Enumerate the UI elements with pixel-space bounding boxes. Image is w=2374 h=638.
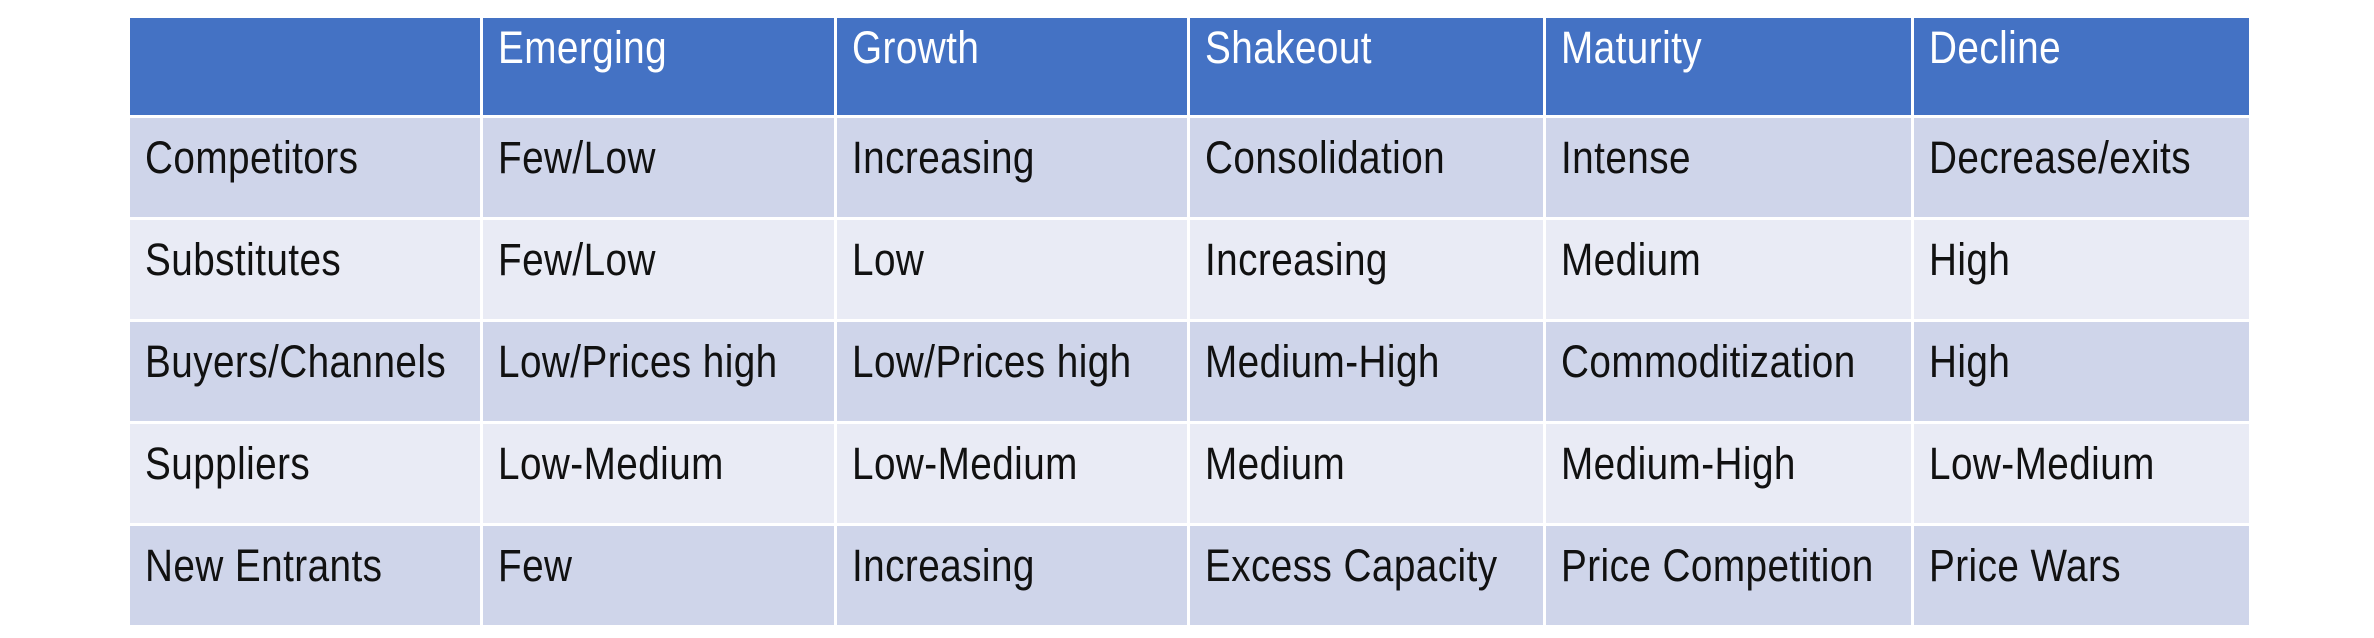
header-cell-label: Maturity: [1561, 22, 1703, 73]
row-label: Buyers/Channels: [145, 336, 447, 387]
header-cell-label: Growth: [852, 22, 980, 73]
table-row: New Entrants Few Increasing Excess Capac…: [127, 523, 2252, 628]
row-label-cell: Substitutes: [127, 217, 483, 322]
header-cell-label: Shakeout: [1205, 22, 1372, 73]
cell-text: Increasing: [852, 132, 1035, 183]
row-label: Suppliers: [145, 438, 311, 489]
table-cell: Few/Low: [480, 217, 837, 322]
header-cell-maturity: Maturity: [1543, 15, 1914, 118]
table-cell: Low/Prices high: [834, 319, 1190, 424]
table-cell: Increasing: [1187, 217, 1546, 322]
table-cell: Consolidation: [1187, 115, 1546, 220]
industry-lifecycle-table: Emerging Growth Shakeout Maturity Declin…: [127, 15, 2252, 628]
cell-text: Price Competition: [1561, 540, 1874, 591]
table-cell: Medium: [1187, 421, 1546, 526]
table-cell: Price Competition: [1543, 523, 1914, 628]
header-cell-label: Decline: [1929, 22, 2062, 73]
table-header-row: Emerging Growth Shakeout Maturity Declin…: [127, 15, 2252, 118]
header-cell-decline: Decline: [1911, 15, 2252, 118]
table-cell: High: [1911, 217, 2252, 322]
cell-text: Medium: [1561, 234, 1702, 285]
cell-text: Few/Low: [498, 234, 656, 285]
cell-text: Few: [498, 540, 573, 591]
table-cell: Few: [480, 523, 837, 628]
cell-text: High: [1929, 336, 2011, 387]
header-cell-growth: Growth: [834, 15, 1190, 118]
cell-text: Increasing: [1205, 234, 1388, 285]
table-cell: Increasing: [834, 523, 1190, 628]
table-cell: High: [1911, 319, 2252, 424]
header-cell-shakeout: Shakeout: [1187, 15, 1546, 118]
row-label-cell: Suppliers: [127, 421, 483, 526]
table-cell: Excess Capacity: [1187, 523, 1546, 628]
table-cell: Commoditization: [1543, 319, 1914, 424]
row-label: New Entrants: [145, 540, 383, 591]
table-cell: Low: [834, 217, 1190, 322]
cell-text: Low: [852, 234, 925, 285]
table-cell: Low-Medium: [834, 421, 1190, 526]
cell-text: Low-Medium: [1929, 438, 2155, 489]
table-cell: Decrease/exits: [1911, 115, 2252, 220]
cell-text: High: [1929, 234, 2011, 285]
cell-text: Commoditization: [1561, 336, 1856, 387]
row-label-cell: Competitors: [127, 115, 483, 220]
table-cell: Medium-High: [1543, 421, 1914, 526]
cell-text: Low/Prices high: [498, 336, 778, 387]
cell-text: Medium-High: [1561, 438, 1796, 489]
table-cell: Medium: [1543, 217, 1914, 322]
cell-text: Few/Low: [498, 132, 656, 183]
table-cell: Price Wars: [1911, 523, 2252, 628]
header-cell-emerging: Emerging: [480, 15, 837, 118]
cell-text: Medium: [1205, 438, 1346, 489]
header-cell-label: Emerging: [498, 22, 668, 73]
cell-text: Consolidation: [1205, 132, 1446, 183]
industry-lifecycle-table-container: Emerging Growth Shakeout Maturity Declin…: [127, 15, 2252, 628]
table-cell: Increasing: [834, 115, 1190, 220]
table-cell: Medium-High: [1187, 319, 1546, 424]
table-row: Buyers/Channels Low/Prices high Low/Pric…: [127, 319, 2252, 424]
cell-text: Increasing: [852, 540, 1035, 591]
cell-text: Decrease/exits: [1929, 132, 2191, 183]
cell-text: Price Wars: [1929, 540, 2122, 591]
cell-text: Low-Medium: [498, 438, 724, 489]
table-row: Competitors Few/Low Increasing Consolida…: [127, 115, 2252, 220]
table-cell: Low-Medium: [480, 421, 837, 526]
table-row: Suppliers Low-Medium Low-Medium Medium M…: [127, 421, 2252, 526]
table-cell: Few/Low: [480, 115, 837, 220]
table-row: Substitutes Few/Low Low Increasing Mediu…: [127, 217, 2252, 322]
table-cell: Intense: [1543, 115, 1914, 220]
row-label: Competitors: [145, 132, 359, 183]
header-cell-corner: [127, 15, 483, 118]
cell-text: Low/Prices high: [852, 336, 1132, 387]
table-cell: Low/Prices high: [480, 319, 837, 424]
table-cell: Low-Medium: [1911, 421, 2252, 526]
row-label: Substitutes: [145, 234, 342, 285]
row-label-cell: Buyers/Channels: [127, 319, 483, 424]
row-label-cell: New Entrants: [127, 523, 483, 628]
cell-text: Excess Capacity: [1205, 540, 1498, 591]
cell-text: Medium-High: [1205, 336, 1440, 387]
cell-text: Intense: [1561, 132, 1691, 183]
cell-text: Low-Medium: [852, 438, 1078, 489]
